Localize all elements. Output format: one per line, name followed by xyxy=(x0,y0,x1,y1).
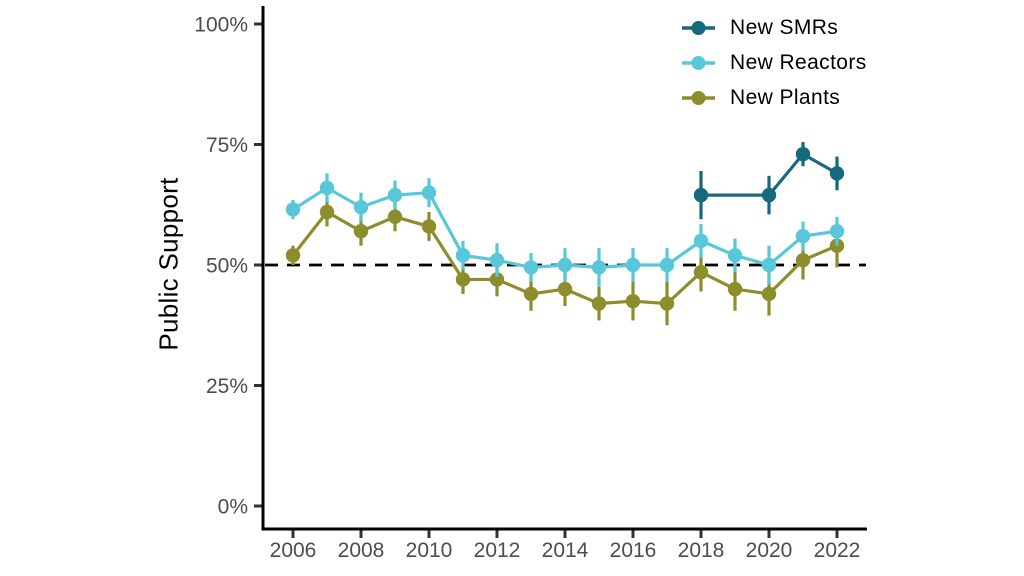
data-point xyxy=(489,272,505,287)
data-point xyxy=(319,180,335,196)
x-tick-label: 2006 xyxy=(270,539,317,562)
legend: New SMRs New Reactors New Plants xyxy=(682,10,867,115)
data-point xyxy=(727,281,743,297)
series-new-smrs xyxy=(693,142,845,220)
data-point xyxy=(761,257,777,273)
data-point xyxy=(795,228,811,244)
legend-marker-point-line-icon xyxy=(682,20,715,35)
data-point xyxy=(455,272,471,287)
series-line xyxy=(701,152,838,197)
data-point xyxy=(489,252,505,268)
legend-marker-point-line-icon xyxy=(682,55,715,70)
y-tick-label: 75% xyxy=(206,134,248,157)
data-point xyxy=(761,187,777,203)
x-tick-label: 2022 xyxy=(814,539,861,562)
data-point xyxy=(591,260,607,275)
data-point xyxy=(285,202,301,217)
data-point xyxy=(353,199,369,215)
data-point xyxy=(455,248,471,263)
data-point xyxy=(421,219,437,234)
x-tick-label: 2008 xyxy=(338,539,385,562)
data-point xyxy=(421,185,437,200)
x-tick-label: 2014 xyxy=(542,539,589,562)
data-point xyxy=(795,146,811,162)
data-point xyxy=(693,265,709,280)
data-point xyxy=(727,248,743,263)
y-tick-label: 0% xyxy=(218,496,248,519)
data-point xyxy=(387,209,403,224)
y-tick-label: 50% xyxy=(206,255,248,278)
axes xyxy=(261,6,867,531)
data-point xyxy=(625,293,641,309)
series-new-plants xyxy=(285,197,845,326)
legend-item-new-smrs: New SMRs xyxy=(682,10,867,45)
y-axis-title: Public Support xyxy=(153,177,184,351)
x-tick-label: 2010 xyxy=(406,539,453,562)
y-axis-ticks: 0% 25% 50% 75% 100% xyxy=(194,14,262,519)
series-new-reactors xyxy=(285,173,845,287)
data-point xyxy=(557,257,573,273)
legend-label: New SMRs xyxy=(730,15,839,39)
data-point xyxy=(557,281,573,297)
data-point xyxy=(761,286,777,302)
legend-label: New Reactors xyxy=(730,50,867,74)
data-point xyxy=(829,224,845,239)
x-tick-label: 2020 xyxy=(746,539,793,562)
data-point xyxy=(659,296,675,311)
data-point xyxy=(693,187,709,203)
data-point xyxy=(625,257,641,273)
data-point xyxy=(659,257,675,273)
x-tick-label: 2016 xyxy=(610,539,657,562)
data-point xyxy=(353,224,369,239)
legend-item-new-reactors: New Reactors xyxy=(682,45,867,80)
data-point xyxy=(523,260,539,275)
y-tick-label: 25% xyxy=(206,375,248,398)
legend-item-new-plants: New Plants xyxy=(682,80,867,115)
x-tick-label: 2012 xyxy=(474,539,521,562)
x-tick-label: 2018 xyxy=(678,539,725,562)
legend-marker-point-line-icon xyxy=(682,90,715,105)
data-point xyxy=(523,286,539,302)
y-tick-label: 100% xyxy=(194,14,248,37)
x-axis-ticks: 2006 2008 2010 2012 2014 2016 2018 2020 2022 xyxy=(270,530,861,562)
data-point xyxy=(829,166,845,181)
data-point xyxy=(795,252,811,268)
data-point xyxy=(285,248,301,263)
legend-label: New Plants xyxy=(730,85,841,109)
data-point xyxy=(387,187,403,203)
data-point xyxy=(693,233,709,249)
data-point xyxy=(591,296,607,311)
data-point xyxy=(319,204,335,220)
